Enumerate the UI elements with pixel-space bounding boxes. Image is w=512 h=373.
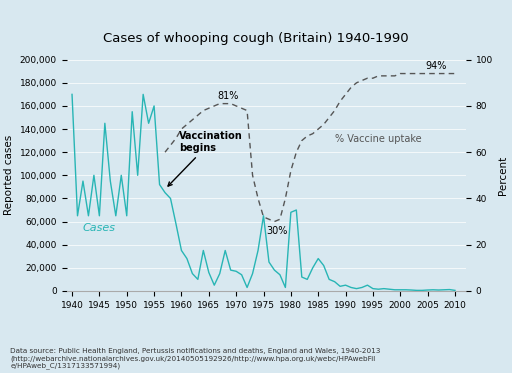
Y-axis label: Reported cases: Reported cases xyxy=(4,135,14,216)
Text: % Vaccine uptake: % Vaccine uptake xyxy=(335,134,421,144)
Text: 94%: 94% xyxy=(425,61,447,71)
Y-axis label: Percent: Percent xyxy=(499,156,508,195)
Text: 30%: 30% xyxy=(266,226,288,236)
Text: 81%: 81% xyxy=(217,91,239,101)
Text: Vaccination
begins: Vaccination begins xyxy=(168,131,243,186)
Text: Cases of whooping cough (Britain) 1940-1990: Cases of whooping cough (Britain) 1940-1… xyxy=(103,32,409,45)
Text: Cases: Cases xyxy=(83,223,116,233)
Text: Data source: Public Health England, Pertussis notifications and deaths, England : Data source: Public Health England, Pert… xyxy=(10,348,380,369)
